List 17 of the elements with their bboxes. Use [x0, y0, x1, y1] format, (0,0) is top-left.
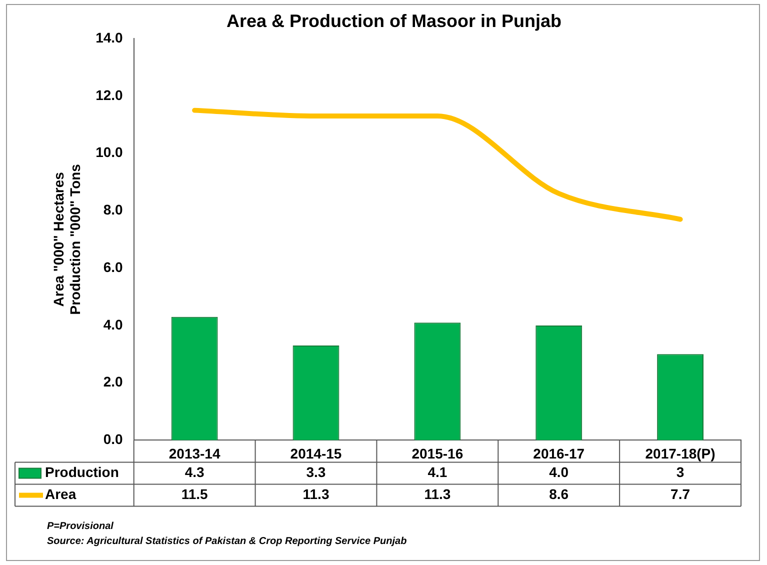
y-axis-title: Area "000" Hectares Production "000" Tons: [50, 164, 84, 315]
y-tick-label: 2.0: [103, 374, 124, 390]
x-tick-label: 2017-18(P): [645, 445, 716, 462]
x-tick-label: 2015-16: [412, 445, 464, 462]
x-tick-label: 2014-15: [290, 445, 342, 462]
y-tick-label: 6.0: [103, 258, 124, 275]
y-tick-label: 14.0: [96, 29, 124, 46]
text: P=Provisional: [47, 520, 114, 534]
x-tick-label: 2016-17: [533, 445, 585, 462]
y-tick-label: 4.0: [103, 316, 124, 332]
y-tick-label: 8.0: [103, 202, 124, 218]
x-tick-label: 2013-14: [168, 445, 220, 462]
chart-title: Area & Production of Masoor in Punjab: [226, 10, 562, 31]
y-tick-label: 0.0: [103, 431, 124, 448]
y-tick-label: 10.0: [96, 144, 124, 160]
source-note: Source: Agricultural Statistics of Pakistan & Crop Reporting Service Punjab: [47, 535, 407, 549]
y-tick-label: 12.0: [96, 86, 124, 103]
